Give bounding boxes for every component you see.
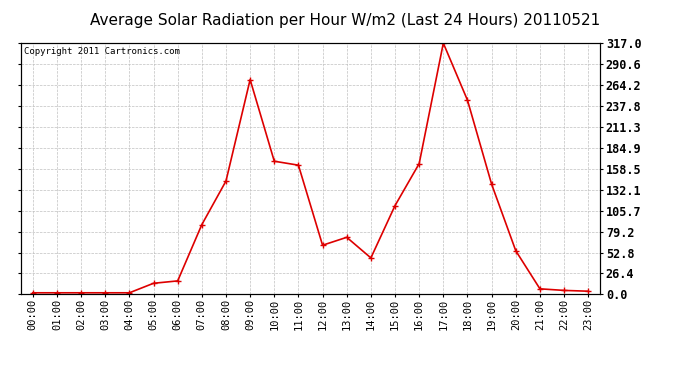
Text: Average Solar Radiation per Hour W/m2 (Last 24 Hours) 20110521: Average Solar Radiation per Hour W/m2 (L… <box>90 13 600 28</box>
Text: Copyright 2011 Cartronics.com: Copyright 2011 Cartronics.com <box>23 47 179 56</box>
